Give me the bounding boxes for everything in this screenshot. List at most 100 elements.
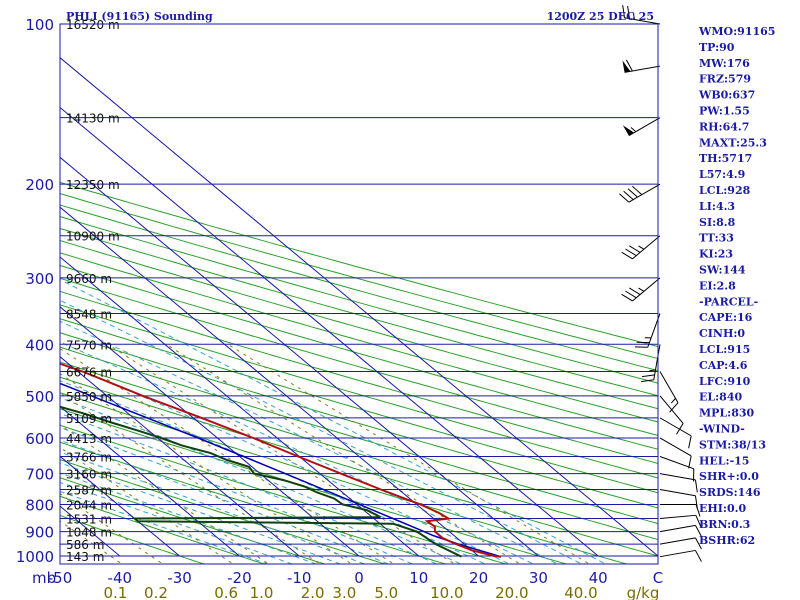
mixing-ratio-tick-label: 2.0 [301,584,325,600]
index-line: LFC:910 [699,375,751,388]
wind-barb-staff [653,344,661,380]
moist-adiabat-line [60,439,390,564]
sounding-profiles [60,362,502,558]
dry-adiabat-line [60,477,327,564]
dewpoint-trace [60,405,462,558]
wind-barb [619,183,661,203]
temperature-tick-label: 20 [469,569,488,587]
wind-barb-feather [623,190,634,201]
wind-barb-feather [625,59,633,72]
height-label: 2587 m [66,484,112,498]
index-line: BSHR:62 [699,534,755,547]
index-line: CAP:4.6 [699,359,748,372]
plot-frame [59,23,659,565]
mixing-ratio-line [60,424,270,564]
wind-barb-feather [694,479,698,493]
mixing-ratio-tick-label: 1.0 [250,584,274,600]
pressure-tick-label: 400 [25,336,54,354]
mixing-ratio-labels: 0.1 0.2 0.6 1.0 2.0 3.0 5.0 10.0 20.0 40.0 g/kg [103,584,659,600]
stability-indices-panel: WMO:91165 TP:90 MW:176 FRZ:579 WB0:637 PW:1.5… [698,25,775,547]
mixing-ratio-line [60,446,234,564]
wind-barb [659,437,692,469]
moist-adiabat-line [60,490,270,564]
wind-barb-staff [659,417,692,437]
wind-barb [659,549,702,562]
dry-adiabat-line [60,408,568,564]
mixing-ratio-tick-label: 40.0 [564,584,597,600]
temperature-tick-label: 40 [589,569,608,587]
index-line: KI:23 [699,248,733,261]
dry-adiabat-line [60,346,658,525]
height-label: 3766 m [66,450,112,464]
dry-adiabat-line [60,332,658,509]
mixing-ratio-tick-label: 5.0 [374,584,398,600]
isotherm-line [60,106,599,557]
index-line: PW:1.55 [699,105,750,118]
index-line: BRN:0.3 [699,518,750,531]
wind-barb-feather [627,6,630,19]
wind-barb [659,417,692,449]
moist-adiabat-line [60,341,535,564]
pressure-unit-label: mb [32,569,56,587]
index-line: SRDS:146 [699,486,761,499]
index-line: SW:144 [699,264,746,277]
height-labels: 16520 m 14130 m 12350 m 10900 m 9660 m 8548 m… [66,18,120,564]
wind-barb-flag [622,60,631,73]
wind-barb-staff [659,456,694,470]
wind-barb [622,59,661,73]
dry-adiabat-line [60,264,658,436]
pressure-tick-label: 200 [25,176,54,194]
index-line: SHR+:0.0 [699,470,759,483]
dry-adiabat-line [60,424,508,564]
wind-barb [659,514,702,528]
index-line: EL:840 [699,391,742,404]
wind-barb-half-feather [632,13,635,20]
wind-barb-staff [659,524,696,533]
wind-barb-flag [622,125,635,136]
pressure-tick-label: 300 [25,270,54,288]
wind-barbs [619,5,702,562]
wind-barb-feather [688,455,692,469]
wind-barb-feather [641,379,654,383]
wind-barb-staff [632,277,661,302]
height-label: 8548 m [66,307,112,321]
temperature-labels: mb-50 -40 -30 -20 -10 0 10 20 30 40 C [32,569,663,587]
wind-barb-feather [625,248,637,257]
isotherm-line [60,57,658,557]
wind-barb-feather [688,435,692,449]
pressure-tick-label: 100 [25,16,54,34]
dry-adiabat-line [60,495,266,564]
pressure-tick-label: 700 [25,466,54,484]
wind-barb [659,537,702,550]
isotherm-line [60,455,180,557]
index-line: MAXT:25.3 [699,136,767,149]
height-label: 7570 m [66,338,112,352]
mixing-ratio-tick-label: 20.0 [495,584,528,600]
wind-barb-half-feather [638,287,645,292]
moist-adiabat-line [60,279,607,564]
wind-barb-feather [695,525,702,537]
index-line: TT:33 [699,232,734,245]
station-title: PHLI (91165) Sounding [66,10,213,23]
pressure-tick-label: 900 [25,524,54,542]
isotherm-line [60,356,300,557]
index-line: -WIND- [699,423,745,436]
index-line: LCL:915 [699,343,750,356]
wind-barb-half-feather [670,398,676,404]
index-line: CINH:0 [699,327,745,340]
index-line: LI:4.3 [699,200,735,213]
temperature-tick-label: -30 [167,569,192,587]
wind-barb-feather [622,5,626,18]
wind-barb-staff [659,371,679,403]
temperature-tick-label: -20 [227,569,252,587]
temperature-trace [60,362,502,558]
wind-barb-feather [695,537,702,550]
index-line: FRZ:579 [699,73,751,86]
isotherm-line [60,256,420,557]
mixing-ratio-unit-label: g/kg [627,584,660,600]
wind-barb [659,524,702,537]
temperature-tick-label: -50 [48,569,73,587]
isotherm-line [60,156,539,557]
height-label: 5109 m [66,412,112,426]
